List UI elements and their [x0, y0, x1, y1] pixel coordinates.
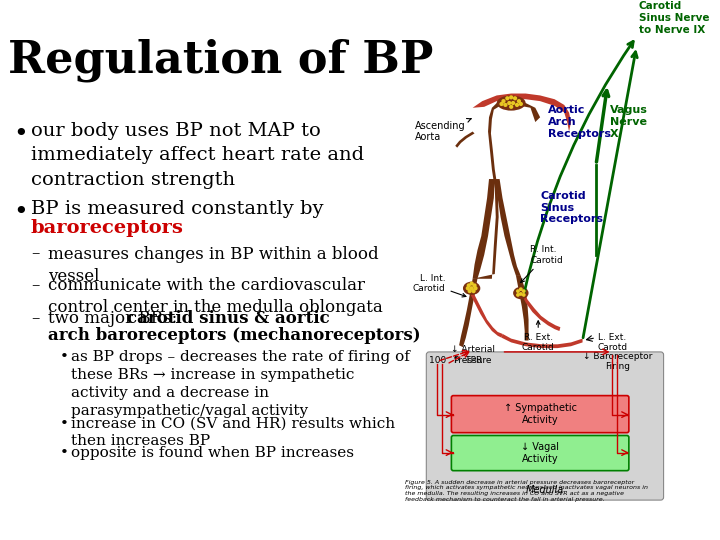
Text: Aortic
Arch
Receptors: Aortic Arch Receptors — [548, 105, 611, 139]
Circle shape — [516, 293, 520, 297]
Text: R. Ext.
Carotid: R. Ext. Carotid — [522, 321, 554, 352]
Text: 100  ↑  TPR: 100 ↑ TPR — [429, 356, 482, 364]
Polygon shape — [495, 179, 521, 276]
Text: Carotid
Sinus Nerve
to Nerve IX: Carotid Sinus Nerve to Nerve IX — [639, 2, 709, 35]
Circle shape — [473, 286, 477, 291]
Polygon shape — [502, 334, 582, 348]
Text: communicate with the cardiovascular
control center in the medulla oblongata: communicate with the cardiovascular cont… — [48, 277, 383, 316]
Text: Figure 5. A sudden decrease in arterial pressure decreases baroreceptor
firing, : Figure 5. A sudden decrease in arterial … — [405, 480, 648, 502]
Text: measures changes in BP within a blood
vessel: measures changes in BP within a blood ve… — [48, 246, 379, 285]
Text: arch baroreceptors (mechanoreceptors): arch baroreceptors (mechanoreceptors) — [48, 327, 421, 344]
Ellipse shape — [497, 96, 526, 111]
FancyBboxPatch shape — [451, 396, 629, 433]
Circle shape — [507, 101, 511, 105]
Circle shape — [503, 103, 508, 107]
Text: Medulla: Medulla — [526, 485, 564, 495]
Polygon shape — [472, 101, 540, 279]
Text: carotid sinus & aortic: carotid sinus & aortic — [127, 310, 330, 327]
Circle shape — [522, 289, 526, 293]
Circle shape — [469, 281, 474, 286]
Circle shape — [466, 286, 470, 291]
Circle shape — [467, 284, 471, 287]
Text: Vagus
Nerve
X: Vagus Nerve X — [610, 105, 647, 139]
Text: our body uses BP not MAP to
immediately affect heart rate and
contraction streng: our body uses BP not MAP to immediately … — [31, 122, 364, 188]
Circle shape — [519, 292, 523, 296]
Text: L. Int.
Carotid: L. Int. Carotid — [413, 274, 466, 297]
Polygon shape — [455, 132, 474, 147]
Text: opposite is found when BP increases: opposite is found when BP increases — [71, 446, 354, 460]
Text: as BP drops – decreases the rate of firing of
these BRs → increase in sympatheti: as BP drops – decreases the rate of firi… — [71, 350, 410, 417]
Circle shape — [500, 102, 504, 106]
Polygon shape — [472, 93, 571, 132]
Polygon shape — [521, 290, 560, 331]
Text: Carotid
Sinus
Receptors: Carotid Sinus Receptors — [540, 191, 603, 224]
Ellipse shape — [463, 282, 480, 295]
Text: L. Ext.
Carotd: L. Ext. Carotd — [598, 333, 628, 352]
Text: ↓ Vagal
Activity: ↓ Vagal Activity — [521, 442, 559, 464]
Polygon shape — [459, 279, 477, 347]
Text: ↑ Sympathetic
Activity: ↑ Sympathetic Activity — [503, 403, 577, 425]
Ellipse shape — [513, 287, 528, 299]
Circle shape — [472, 284, 477, 287]
Text: •: • — [14, 200, 28, 224]
Polygon shape — [472, 179, 495, 279]
Text: two major BRs:: two major BRs: — [48, 310, 183, 327]
Circle shape — [505, 96, 510, 100]
Text: increase in CO (SV and HR) results which
then increases BP: increase in CO (SV and HR) results which… — [71, 416, 395, 448]
Text: •: • — [60, 416, 68, 430]
Circle shape — [509, 95, 513, 99]
Text: Ascending
Aorta: Ascending Aorta — [415, 118, 471, 143]
Circle shape — [469, 286, 474, 291]
Text: •: • — [60, 446, 68, 460]
Text: •: • — [60, 350, 68, 364]
FancyBboxPatch shape — [426, 352, 664, 500]
Circle shape — [511, 101, 516, 105]
Circle shape — [472, 289, 476, 293]
Circle shape — [518, 102, 523, 106]
Circle shape — [467, 289, 472, 293]
Text: BP is measured constantly by: BP is measured constantly by — [31, 200, 323, 218]
Circle shape — [519, 287, 523, 291]
Circle shape — [513, 96, 517, 100]
Text: R. Int.
Carotid: R. Int. Carotid — [521, 245, 563, 282]
Polygon shape — [471, 293, 503, 338]
Polygon shape — [516, 276, 528, 341]
Circle shape — [501, 99, 505, 103]
Circle shape — [509, 105, 513, 109]
Circle shape — [517, 99, 521, 103]
FancyBboxPatch shape — [451, 435, 629, 471]
Text: ↓ Arterial
Pressure: ↓ Arterial Pressure — [451, 345, 495, 364]
Circle shape — [522, 293, 526, 297]
Circle shape — [516, 289, 520, 293]
Text: –: – — [31, 246, 39, 262]
Text: –: – — [31, 310, 39, 327]
Circle shape — [515, 103, 519, 107]
Text: –: – — [31, 277, 39, 294]
Text: Regulation of BP: Regulation of BP — [8, 38, 433, 82]
Text: •: • — [14, 122, 28, 146]
Text: baroreceptors: baroreceptors — [31, 219, 184, 237]
Text: ↓ Baroreceptor
Firing: ↓ Baroreceptor Firing — [582, 352, 652, 372]
